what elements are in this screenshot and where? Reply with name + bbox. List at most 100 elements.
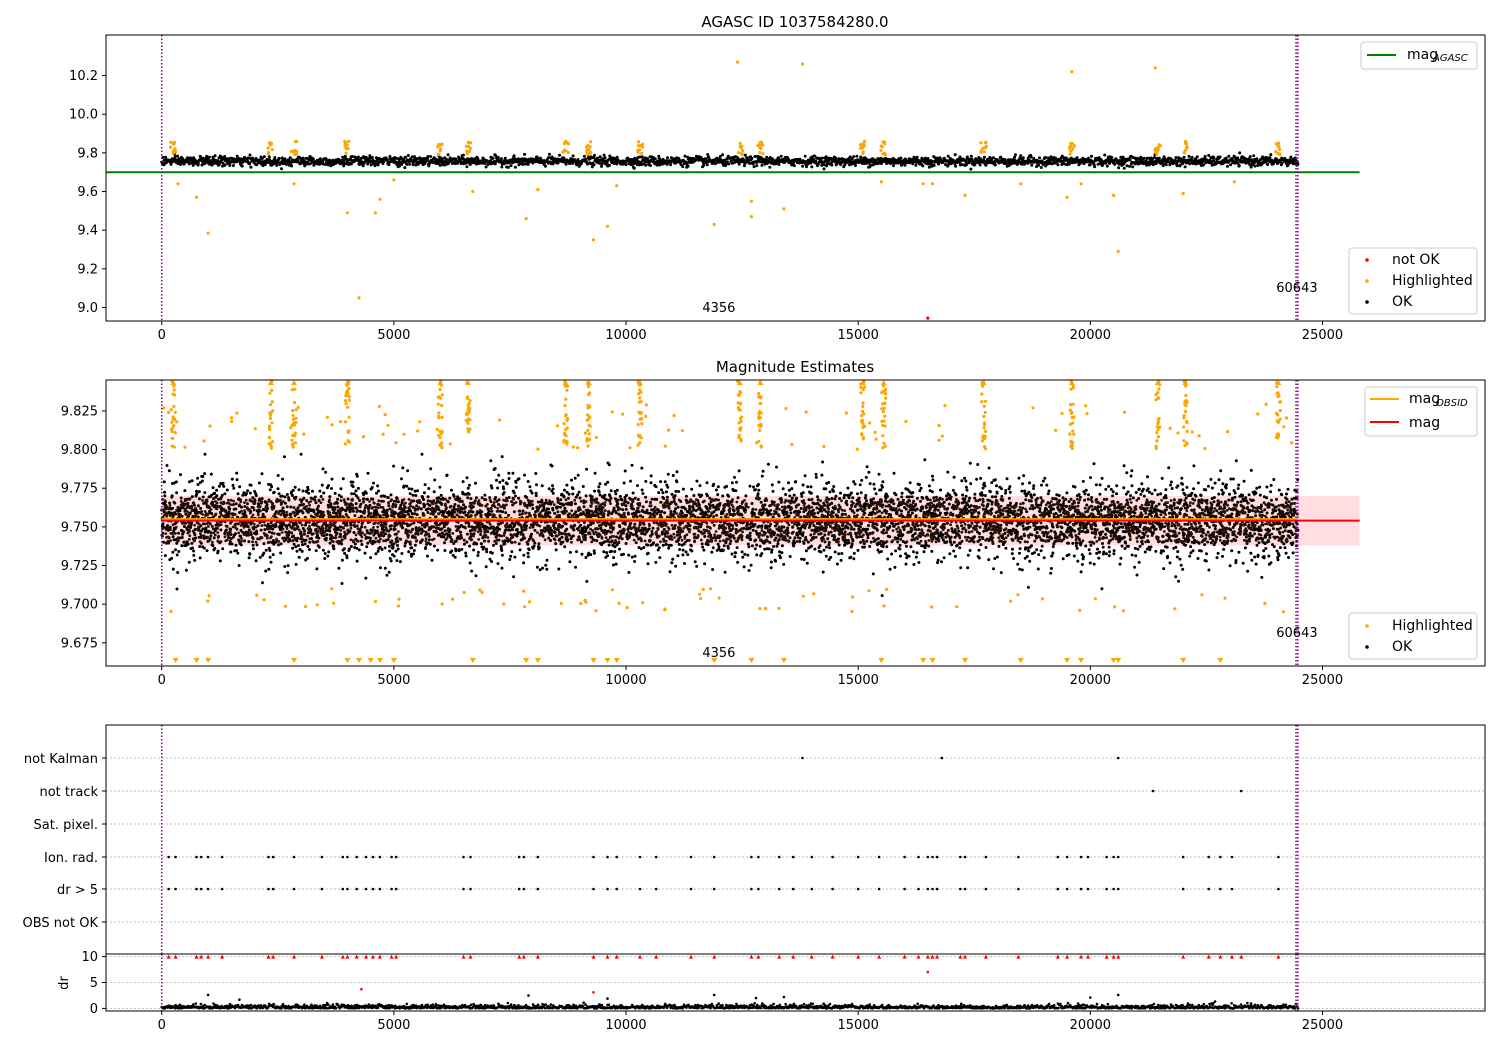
ok-point (358, 509, 362, 513)
ok-point (954, 164, 958, 168)
highlighted-point (983, 146, 987, 150)
ok-point (231, 164, 235, 167)
ok-point (175, 553, 179, 557)
ok-point (277, 533, 281, 536)
ok-point (462, 538, 466, 542)
ok-point (1268, 156, 1272, 160)
ok-point (224, 528, 228, 532)
ok-point (1174, 156, 1178, 160)
ok-point (171, 550, 175, 554)
ok-point (576, 473, 580, 477)
ok-point (177, 550, 181, 553)
ok-point (354, 502, 358, 506)
ok-point (1128, 164, 1132, 168)
ok-point (232, 486, 236, 490)
ok-point (584, 556, 588, 559)
ok-point (268, 555, 272, 559)
ok-point (523, 152, 527, 156)
ok-point (286, 571, 290, 575)
ok-point (252, 547, 255, 551)
ok-point (1019, 154, 1023, 158)
ok-point (1237, 164, 1241, 168)
ok-point (203, 472, 207, 476)
ok-point (598, 482, 602, 486)
ok-point (213, 491, 217, 495)
ok-point (567, 492, 571, 496)
highlighted-point (605, 224, 610, 228)
ok-points (160, 151, 1300, 171)
ok-point (1218, 155, 1222, 159)
ok-point (365, 545, 369, 549)
ok-point (270, 485, 274, 489)
ok-point (328, 495, 332, 499)
ok-point (215, 526, 219, 530)
ok-point (568, 512, 571, 516)
ok-point (254, 559, 258, 563)
ok-point (457, 549, 461, 553)
ok-point (465, 540, 469, 544)
ok-point (268, 488, 272, 492)
ok-point (263, 515, 267, 519)
highlighted-point (879, 148, 883, 153)
ok-point (522, 561, 526, 565)
ok-point (523, 473, 526, 477)
ok-point (247, 540, 251, 544)
ok-point (388, 549, 392, 553)
ok-point (162, 480, 166, 484)
ok-point (394, 549, 398, 553)
ok-point (197, 490, 201, 494)
ok-point (412, 549, 416, 552)
ok-point (1090, 154, 1093, 158)
ok-point (487, 509, 491, 513)
ok-point (454, 539, 458, 543)
highlighted-point (343, 139, 347, 144)
ok-point (480, 496, 484, 500)
ok-point (1013, 155, 1017, 159)
ok-point (366, 471, 370, 475)
highlighted-point (883, 151, 887, 155)
ok-point (427, 487, 431, 490)
ok-point (323, 552, 327, 555)
ok-point (607, 463, 611, 467)
ok-point (324, 536, 328, 540)
ok-point (484, 565, 488, 569)
ok-point (506, 165, 510, 169)
ok-point (649, 164, 652, 167)
ok-point (187, 162, 191, 166)
ok-point (176, 571, 180, 574)
ok-point (385, 158, 389, 162)
ok-point (466, 496, 470, 500)
ok-point (1202, 163, 1205, 167)
ok-point (411, 163, 415, 167)
ok-point (570, 478, 573, 482)
ok-point (531, 507, 535, 510)
ok-point (625, 532, 629, 536)
ok-point (389, 493, 393, 497)
ok-point (215, 488, 219, 492)
ok-point (188, 480, 191, 484)
ok-point (361, 164, 365, 168)
ok-point (321, 467, 325, 471)
ok-point (289, 505, 293, 509)
ok-point (389, 524, 393, 528)
highlighted-point (761, 152, 765, 156)
ok-point (311, 157, 315, 161)
ok-point (960, 163, 964, 166)
ok-point (528, 485, 532, 489)
ok-point (436, 548, 440, 552)
ok-point (406, 469, 410, 473)
ok-point (175, 491, 179, 495)
ok-point (721, 153, 725, 157)
ok-point (234, 532, 238, 536)
ok-point (287, 498, 291, 502)
ok-point (179, 162, 183, 166)
ok-point (203, 162, 207, 165)
ok-point (342, 547, 346, 551)
ok-point (219, 159, 223, 163)
ok-point (445, 473, 449, 477)
highlighted-point (637, 140, 641, 144)
ok-point (407, 550, 411, 554)
ok-point (490, 551, 494, 555)
ok-point (428, 504, 432, 507)
